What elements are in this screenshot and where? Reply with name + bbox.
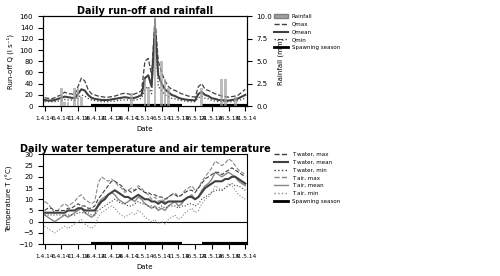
Bar	[144, 79, 146, 106]
Bar	[147, 88, 150, 106]
Y-axis label: Temperature T (°C): Temperature T (°C)	[6, 166, 13, 232]
Y-axis label: Run-off Q (l s⁻¹): Run-off Q (l s⁻¹)	[6, 34, 14, 89]
Bar	[160, 61, 163, 106]
Bar	[66, 102, 70, 106]
Bar	[224, 79, 226, 106]
Bar	[154, 16, 156, 106]
Bar	[64, 102, 66, 106]
Y-axis label: Rainfall (mm): Rainfall (mm)	[278, 38, 284, 85]
Bar	[167, 88, 170, 106]
Bar	[200, 88, 203, 106]
Bar	[74, 88, 76, 106]
Bar	[220, 79, 223, 106]
Legend: T water, max, T water, mean, T water, min, T air, max, T air, mean, T air, min, : T water, max, T water, mean, T water, mi…	[272, 150, 342, 206]
X-axis label: Date: Date	[136, 126, 153, 132]
Bar	[130, 93, 133, 106]
Bar	[76, 88, 80, 106]
X-axis label: Date: Date	[136, 264, 153, 270]
Bar	[234, 97, 236, 106]
Title: Daily run-off and rainfall: Daily run-off and rainfall	[77, 6, 213, 15]
Bar	[164, 79, 166, 106]
Title: Daily water temperature and air temperature: Daily water temperature and air temperat…	[20, 144, 270, 153]
Legend: Rainfall, Qmax, Qmean, Qmin, Spawning season: Rainfall, Qmax, Qmean, Qmin, Spawning se…	[272, 12, 342, 52]
Bar	[60, 88, 62, 106]
Bar	[80, 97, 82, 106]
